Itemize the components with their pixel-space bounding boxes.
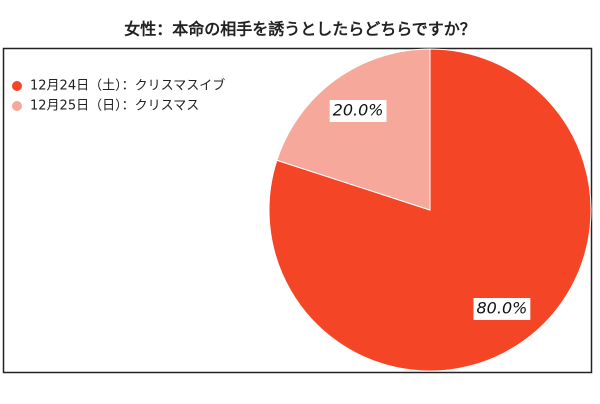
legend-label: 12月25日（日）：クリスマス (30, 99, 199, 114)
legend-marker (12, 101, 22, 111)
value-label: 20.0% (333, 101, 384, 120)
chart-title: 女性：本命の相手を誘うとしたらどちらですか？ (124, 20, 476, 39)
value-label-bg (473, 297, 531, 320)
legend-marker (12, 81, 22, 91)
value-label-bg (329, 100, 387, 123)
legend-label: 12月24日（土）：クリスマスイブ (30, 78, 225, 94)
value-label: 80.0% (477, 298, 528, 317)
pie-slice (276, 48, 431, 211)
